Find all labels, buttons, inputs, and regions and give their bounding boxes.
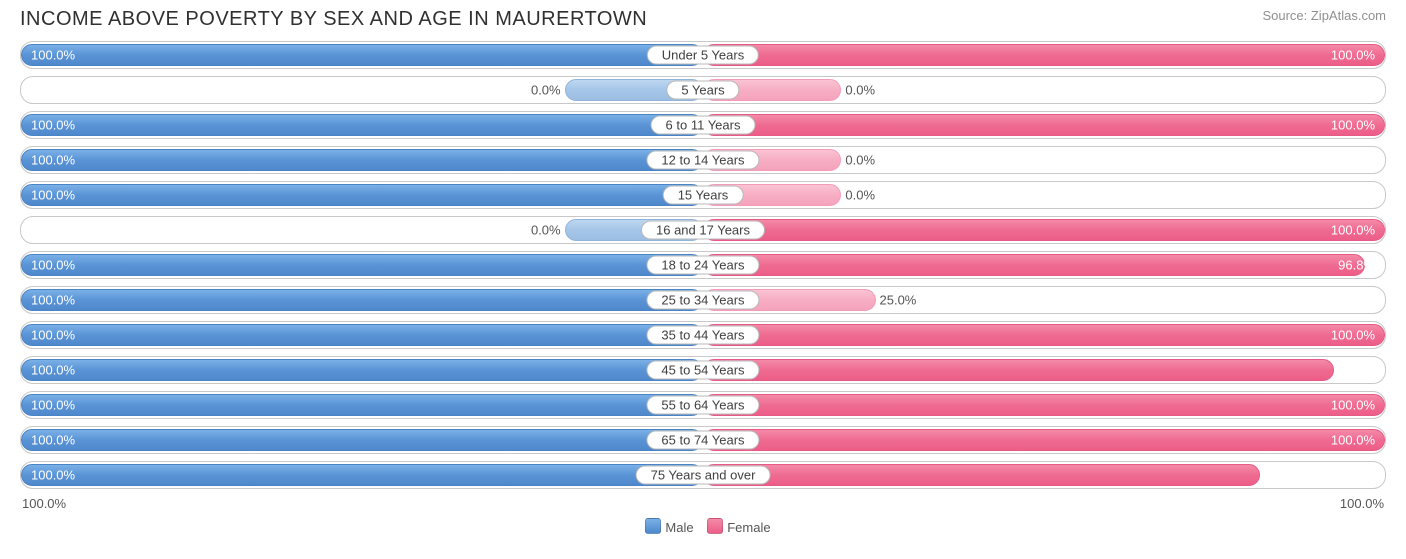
- bar-row: 100.0% 0.0% 15 Years: [20, 181, 1386, 209]
- legend-male: Male: [665, 520, 693, 535]
- legend: Male Female: [0, 518, 1406, 535]
- male-value: 100.0%: [31, 293, 75, 308]
- male-value: 100.0%: [31, 328, 75, 343]
- age-label: 65 to 74 Years: [646, 431, 759, 450]
- female-swatch: [707, 518, 723, 534]
- male-value: 100.0%: [31, 258, 75, 273]
- legend-female: Female: [727, 520, 770, 535]
- age-label: 6 to 11 Years: [651, 116, 756, 135]
- age-label: 25 to 34 Years: [646, 291, 759, 310]
- female-value: 0.0%: [845, 188, 875, 203]
- female-value: 100.0%: [1331, 48, 1375, 63]
- female-value: 100.0%: [1331, 398, 1375, 413]
- male-value: 100.0%: [31, 398, 75, 413]
- male-value: 100.0%: [31, 118, 75, 133]
- bar-row: 100.0% 25.0% 25 to 34 Years: [20, 286, 1386, 314]
- bar-row: 100.0% 81.4% 75 Years and over: [20, 461, 1386, 489]
- bar-row: 0.0% 100.0% 16 and 17 Years: [20, 216, 1386, 244]
- female-bar: [703, 44, 1385, 66]
- chart-title: INCOME ABOVE POVERTY BY SEX AND AGE IN M…: [20, 8, 647, 31]
- male-value: 100.0%: [31, 188, 75, 203]
- age-label: 5 Years: [666, 81, 739, 100]
- male-bar: [21, 324, 703, 346]
- male-value: 100.0%: [31, 153, 75, 168]
- bar-row: 100.0% 96.8% 18 to 24 Years: [20, 251, 1386, 279]
- female-bar: [703, 394, 1385, 416]
- male-value: 100.0%: [31, 433, 75, 448]
- male-bar: [21, 44, 703, 66]
- age-label: 75 Years and over: [636, 466, 771, 485]
- bar-row: 100.0% 100.0% Under 5 Years: [20, 41, 1386, 69]
- age-label: 45 to 54 Years: [646, 361, 759, 380]
- male-bar: [21, 359, 703, 381]
- bar-row: 100.0% 92.3% 45 to 54 Years: [20, 356, 1386, 384]
- male-bar: [21, 394, 703, 416]
- header: INCOME ABOVE POVERTY BY SEX AND AGE IN M…: [0, 0, 1406, 31]
- female-value: 100.0%: [1331, 328, 1375, 343]
- female-value: 100.0%: [1331, 223, 1375, 238]
- female-bar: [703, 359, 1334, 381]
- male-value: 0.0%: [531, 83, 561, 98]
- male-value: 100.0%: [31, 468, 75, 483]
- chart-area: 100.0% 100.0% Under 5 Years 0.0% 0.0% 5 Years…: [0, 31, 1406, 489]
- female-bar: [703, 254, 1365, 276]
- male-value: 100.0%: [31, 48, 75, 63]
- female-value: 100.0%: [1331, 433, 1375, 448]
- male-bar: [21, 464, 703, 486]
- age-label: 18 to 24 Years: [646, 256, 759, 275]
- male-bar: [21, 184, 703, 206]
- female-value: 0.0%: [845, 153, 875, 168]
- male-value: 0.0%: [531, 223, 561, 238]
- male-bar: [21, 114, 703, 136]
- x-axis: 100.0% 100.0%: [20, 496, 1386, 516]
- age-label: 12 to 14 Years: [646, 151, 759, 170]
- male-value: 100.0%: [31, 363, 75, 378]
- male-bar: [21, 429, 703, 451]
- age-label: 16 and 17 Years: [641, 221, 765, 240]
- female-bar: [703, 114, 1385, 136]
- axis-tick-right: 100.0%: [1340, 496, 1384, 511]
- female-bar: [703, 219, 1385, 241]
- axis-tick-left: 100.0%: [22, 496, 66, 511]
- female-value: 92.3%: [1338, 363, 1375, 378]
- age-label: 15 Years: [663, 186, 744, 205]
- female-bar: [703, 429, 1385, 451]
- bar-row: 100.0% 100.0% 55 to 64 Years: [20, 391, 1386, 419]
- source-label: Source: ZipAtlas.com: [1262, 8, 1386, 23]
- female-bar: [703, 324, 1385, 346]
- bar-row: 100.0% 100.0% 65 to 74 Years: [20, 426, 1386, 454]
- female-bar: [703, 464, 1260, 486]
- male-bar: [21, 289, 703, 311]
- female-value: 25.0%: [880, 293, 917, 308]
- male-bar: [21, 254, 703, 276]
- female-value: 100.0%: [1331, 118, 1375, 133]
- age-label: 35 to 44 Years: [646, 326, 759, 345]
- age-label: Under 5 Years: [647, 46, 759, 65]
- male-swatch: [645, 518, 661, 534]
- female-value: 96.8%: [1338, 258, 1375, 273]
- age-label: 55 to 64 Years: [646, 396, 759, 415]
- bar-row: 100.0% 100.0% 6 to 11 Years: [20, 111, 1386, 139]
- bar-row: 0.0% 0.0% 5 Years: [20, 76, 1386, 104]
- bar-row: 100.0% 0.0% 12 to 14 Years: [20, 146, 1386, 174]
- female-value: 0.0%: [845, 83, 875, 98]
- male-bar: [21, 149, 703, 171]
- female-value: 81.4%: [1338, 468, 1375, 483]
- bar-row: 100.0% 100.0% 35 to 44 Years: [20, 321, 1386, 349]
